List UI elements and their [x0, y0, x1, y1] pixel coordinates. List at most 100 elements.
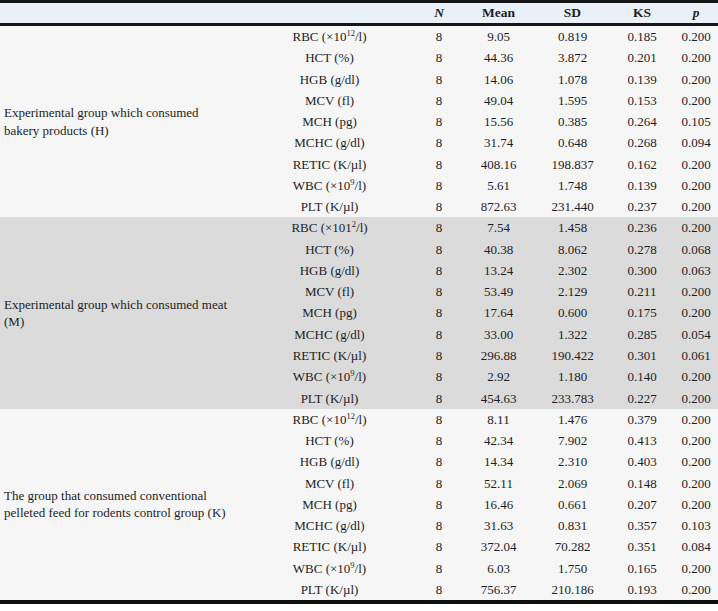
table-row: Experimental group which consumed bakery…	[0, 25, 718, 48]
parameter-cell: RBC (×1012/l)	[243, 25, 416, 48]
parameter-cell: MCV (fl)	[243, 473, 416, 494]
parameter-cell: MCHC (g/dl)	[243, 324, 416, 345]
superscript: 9	[350, 559, 354, 569]
parameter-cell: PLT (K/µl)	[243, 196, 416, 217]
n-value-cell: 8	[416, 515, 462, 536]
sd-value-cell: 70.282	[535, 536, 610, 557]
sd-value-cell: 2.129	[535, 281, 610, 302]
sd-value-cell: 2.069	[535, 473, 610, 494]
p-value-cell: 0.200	[674, 196, 718, 217]
sd-value-cell: 0.648	[535, 132, 610, 153]
table-header: N Mean SD KS p	[0, 2, 718, 25]
ks-value-cell: 0.165	[610, 558, 674, 579]
sd-value-cell: 1.748	[535, 175, 610, 196]
ks-value-cell: 0.268	[610, 132, 674, 153]
sd-value-cell: 1.078	[535, 69, 610, 90]
header-row: N Mean SD KS p	[0, 2, 718, 25]
table-row: Experimental group which consumed meat (…	[0, 217, 718, 238]
mean-value-cell: 15.56	[462, 111, 535, 132]
p-value-cell: 0.200	[674, 430, 718, 451]
ks-value-cell: 0.403	[610, 451, 674, 472]
n-value-cell: 8	[416, 239, 462, 260]
header-parameter-column	[243, 2, 416, 25]
sd-value-cell: 0.600	[535, 302, 610, 323]
n-value-cell: 8	[416, 69, 462, 90]
mean-value-cell: 13.24	[462, 260, 535, 281]
p-value-cell: 0.200	[674, 302, 718, 323]
superscript: 12	[346, 410, 355, 420]
parameter-cell: MCH (pg)	[243, 302, 416, 323]
sd-value-cell: 1.180	[535, 366, 610, 387]
group-section-3: The group that consumed conventional pel…	[0, 409, 718, 602]
ks-value-cell: 0.207	[610, 494, 674, 515]
n-value-cell: 8	[416, 111, 462, 132]
mean-value-cell: 17.64	[462, 302, 535, 323]
n-value-cell: 8	[416, 302, 462, 323]
ks-value-cell: 0.379	[610, 409, 674, 430]
mean-value-cell: 872.63	[462, 196, 535, 217]
mean-value-cell: 16.46	[462, 494, 535, 515]
mean-value-cell: 44.36	[462, 47, 535, 68]
group-label: Experimental group which consumed meat (…	[0, 217, 243, 408]
sd-value-cell: 8.062	[535, 239, 610, 260]
parameter-cell: RETIC (K/µl)	[243, 536, 416, 557]
n-value-cell: 8	[416, 579, 462, 602]
sd-value-cell: 1.595	[535, 90, 610, 111]
ks-value-cell: 0.413	[610, 430, 674, 451]
p-value-cell: 0.200	[674, 409, 718, 430]
mean-value-cell: 52.11	[462, 473, 535, 494]
parameter-cell: RETIC (K/µl)	[243, 154, 416, 175]
n-value-cell: 8	[416, 473, 462, 494]
ks-value-cell: 0.201	[610, 47, 674, 68]
header-ks: KS	[610, 2, 674, 25]
p-value-cell: 0.054	[674, 324, 718, 345]
p-value-cell: 0.061	[674, 345, 718, 366]
n-value-cell: 8	[416, 47, 462, 68]
ks-value-cell: 0.237	[610, 196, 674, 217]
parameter-cell: WBC (×109/l)	[243, 558, 416, 579]
p-value-cell: 0.200	[674, 217, 718, 238]
n-value-cell: 8	[416, 25, 462, 48]
n-value-cell: 8	[416, 324, 462, 345]
sd-value-cell: 198.837	[535, 154, 610, 175]
ks-value-cell: 0.139	[610, 175, 674, 196]
parameter-cell: HGB (g/dl)	[243, 260, 416, 281]
group-label: Experimental group which consumed bakery…	[0, 25, 243, 218]
parameter-cell: WBC (×109/l)	[243, 175, 416, 196]
mean-value-cell: 372.04	[462, 536, 535, 557]
n-value-cell: 8	[416, 217, 462, 238]
sd-value-cell: 210.186	[535, 579, 610, 602]
sd-value-cell: 3.872	[535, 47, 610, 68]
ks-value-cell: 0.264	[610, 111, 674, 132]
sd-value-cell: 0.819	[535, 25, 610, 48]
p-value-cell: 0.200	[674, 388, 718, 409]
n-value-cell: 8	[416, 196, 462, 217]
parameter-cell: RBC (×1012/l)	[243, 409, 416, 430]
mean-value-cell: 40.38	[462, 239, 535, 260]
ks-value-cell: 0.140	[610, 366, 674, 387]
p-value-cell: 0.094	[674, 132, 718, 153]
parameter-cell: RBC (×1012/l)	[243, 217, 416, 238]
ks-value-cell: 0.301	[610, 345, 674, 366]
ks-value-cell: 0.193	[610, 579, 674, 602]
p-value-cell: 0.200	[674, 90, 718, 111]
header-group-column	[0, 2, 243, 25]
sd-value-cell: 1.750	[535, 558, 610, 579]
p-value-cell: 0.200	[674, 69, 718, 90]
p-value-cell: 0.200	[674, 47, 718, 68]
ks-value-cell: 0.153	[610, 90, 674, 111]
mean-value-cell: 296.88	[462, 345, 535, 366]
sd-value-cell: 0.385	[535, 111, 610, 132]
sd-value-cell: 190.422	[535, 345, 610, 366]
n-value-cell: 8	[416, 409, 462, 430]
ks-value-cell: 0.285	[610, 324, 674, 345]
ks-value-cell: 0.236	[610, 217, 674, 238]
p-value-cell: 0.200	[674, 25, 718, 48]
mean-value-cell: 31.74	[462, 132, 535, 153]
n-value-cell: 8	[416, 536, 462, 557]
p-value-cell: 0.063	[674, 260, 718, 281]
mean-value-cell: 49.04	[462, 90, 535, 111]
parameter-cell: HGB (g/dl)	[243, 69, 416, 90]
parameter-cell: HCT (%)	[243, 430, 416, 451]
parameter-cell: MCV (fl)	[243, 281, 416, 302]
